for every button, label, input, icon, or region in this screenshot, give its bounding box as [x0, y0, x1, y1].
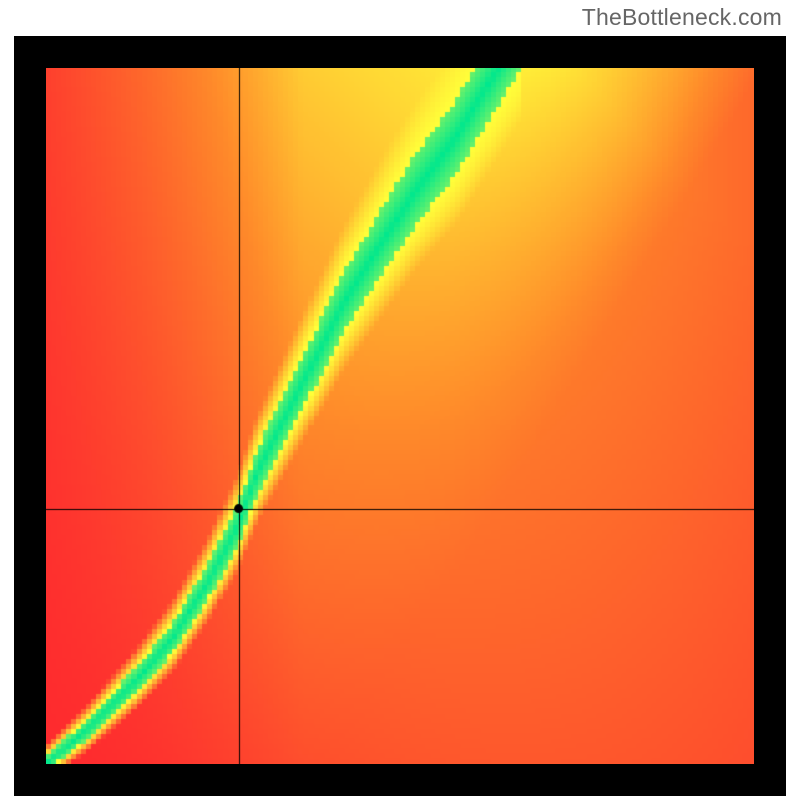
watermark-text: TheBottleneck.com: [582, 4, 782, 31]
crosshair-overlay: [46, 68, 754, 764]
